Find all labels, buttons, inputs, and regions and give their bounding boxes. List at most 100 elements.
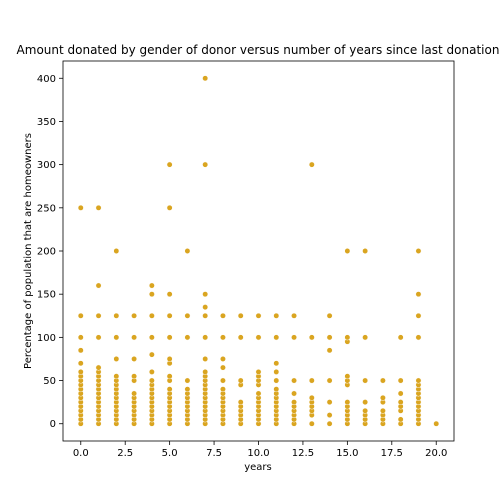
data-point	[95, 282, 102, 289]
data-point	[77, 204, 84, 211]
data-point	[326, 420, 333, 427]
data-point	[255, 312, 262, 319]
data-point	[308, 334, 315, 341]
x-tick-label: 12.5	[292, 448, 314, 459]
data-point	[166, 204, 173, 211]
data-point	[113, 312, 120, 319]
y-tick-label: 400	[37, 74, 56, 85]
data-point	[77, 360, 84, 367]
y-tick-label: 50	[43, 376, 56, 387]
data-point	[202, 356, 209, 362]
data-point	[273, 334, 280, 341]
y-tick-label: 0	[50, 419, 56, 430]
data-point	[184, 312, 191, 319]
data-points	[77, 75, 440, 427]
data-point	[237, 377, 244, 384]
data-point	[148, 334, 155, 341]
y-tick-label: 350	[37, 117, 56, 128]
data-point	[95, 204, 102, 211]
data-point	[148, 291, 155, 298]
data-point	[202, 75, 209, 82]
data-point	[255, 390, 262, 397]
data-point	[326, 334, 333, 341]
data-point	[362, 399, 369, 406]
data-point	[95, 312, 102, 319]
data-point	[273, 360, 280, 367]
data-point	[362, 248, 369, 254]
data-point	[166, 334, 173, 341]
data-point	[255, 334, 262, 341]
y-tick-label: 150	[37, 290, 56, 301]
data-point	[184, 386, 191, 393]
data-point	[220, 334, 226, 341]
data-point	[202, 304, 209, 311]
data-point	[95, 364, 102, 371]
data-point	[166, 356, 173, 362]
chart-title: Amount donated by gender of donor versus…	[17, 43, 500, 57]
data-point	[237, 334, 244, 341]
data-point	[77, 368, 84, 375]
data-point	[308, 394, 315, 401]
y-tick-label: 200	[37, 247, 56, 258]
data-point	[131, 312, 138, 319]
data-point	[184, 334, 191, 341]
data-point	[113, 373, 120, 380]
data-point	[291, 377, 297, 384]
data-point	[237, 312, 244, 319]
x-tick-label: 2.5	[117, 448, 133, 459]
data-point	[113, 248, 120, 254]
data-point	[379, 377, 386, 384]
data-point	[166, 161, 173, 168]
data-point	[308, 420, 315, 427]
data-point	[415, 312, 422, 319]
data-point	[148, 312, 155, 319]
y-axis: 0 50 100 150 200 250 300 350 400	[37, 74, 63, 430]
data-point	[184, 377, 191, 384]
data-point	[273, 386, 280, 393]
data-point	[326, 377, 333, 384]
x-tick-label: 15.0	[336, 448, 358, 459]
data-point	[220, 364, 226, 371]
data-point	[131, 390, 138, 397]
data-point	[291, 334, 297, 341]
x-tick-label: 5.0	[162, 448, 178, 459]
data-point	[415, 291, 422, 298]
data-point	[77, 347, 84, 354]
data-point	[202, 368, 209, 375]
data-point	[166, 373, 173, 380]
data-point	[397, 390, 404, 397]
data-point	[202, 161, 209, 168]
data-point	[326, 347, 333, 354]
data-point	[415, 334, 422, 341]
x-tick-label: 17.5	[381, 448, 403, 459]
x-axis-label: years	[244, 462, 272, 473]
y-tick-label: 250	[37, 203, 56, 214]
data-point	[344, 399, 351, 406]
data-point	[95, 334, 102, 341]
data-point	[326, 399, 333, 406]
data-point	[202, 334, 209, 341]
data-point	[362, 407, 369, 414]
x-axis: 0.0 2.5 5.0 7.5 10.0 12.5 15.0 17.5 20.0	[73, 441, 447, 459]
data-point	[113, 334, 120, 341]
data-point	[148, 368, 155, 375]
data-point	[397, 334, 404, 341]
data-point	[326, 312, 333, 319]
data-point	[77, 312, 84, 319]
data-point	[291, 312, 297, 319]
data-point	[379, 394, 386, 401]
data-point	[220, 377, 226, 384]
data-point	[308, 161, 315, 168]
x-tick-label: 0.0	[73, 448, 89, 459]
data-point	[148, 282, 155, 289]
y-tick-label: 100	[37, 333, 56, 344]
data-point	[415, 248, 422, 254]
data-point	[220, 312, 226, 319]
data-point	[131, 373, 138, 380]
data-point	[237, 399, 244, 406]
data-point	[202, 291, 209, 298]
data-point	[397, 399, 404, 406]
data-point	[379, 407, 386, 414]
data-point	[397, 377, 404, 384]
